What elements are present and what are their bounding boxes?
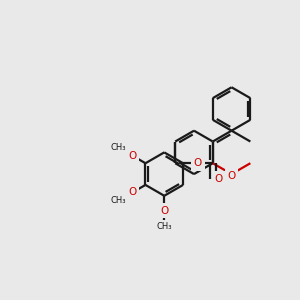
Text: O: O bbox=[214, 174, 223, 184]
Text: O: O bbox=[194, 158, 202, 168]
Text: O: O bbox=[128, 151, 137, 161]
Text: CH₃: CH₃ bbox=[111, 143, 126, 152]
Text: O: O bbox=[227, 171, 236, 181]
Text: CH₃: CH₃ bbox=[111, 196, 126, 205]
Text: CH₃: CH₃ bbox=[157, 223, 172, 232]
Text: O: O bbox=[160, 206, 168, 216]
Text: O: O bbox=[128, 188, 137, 197]
